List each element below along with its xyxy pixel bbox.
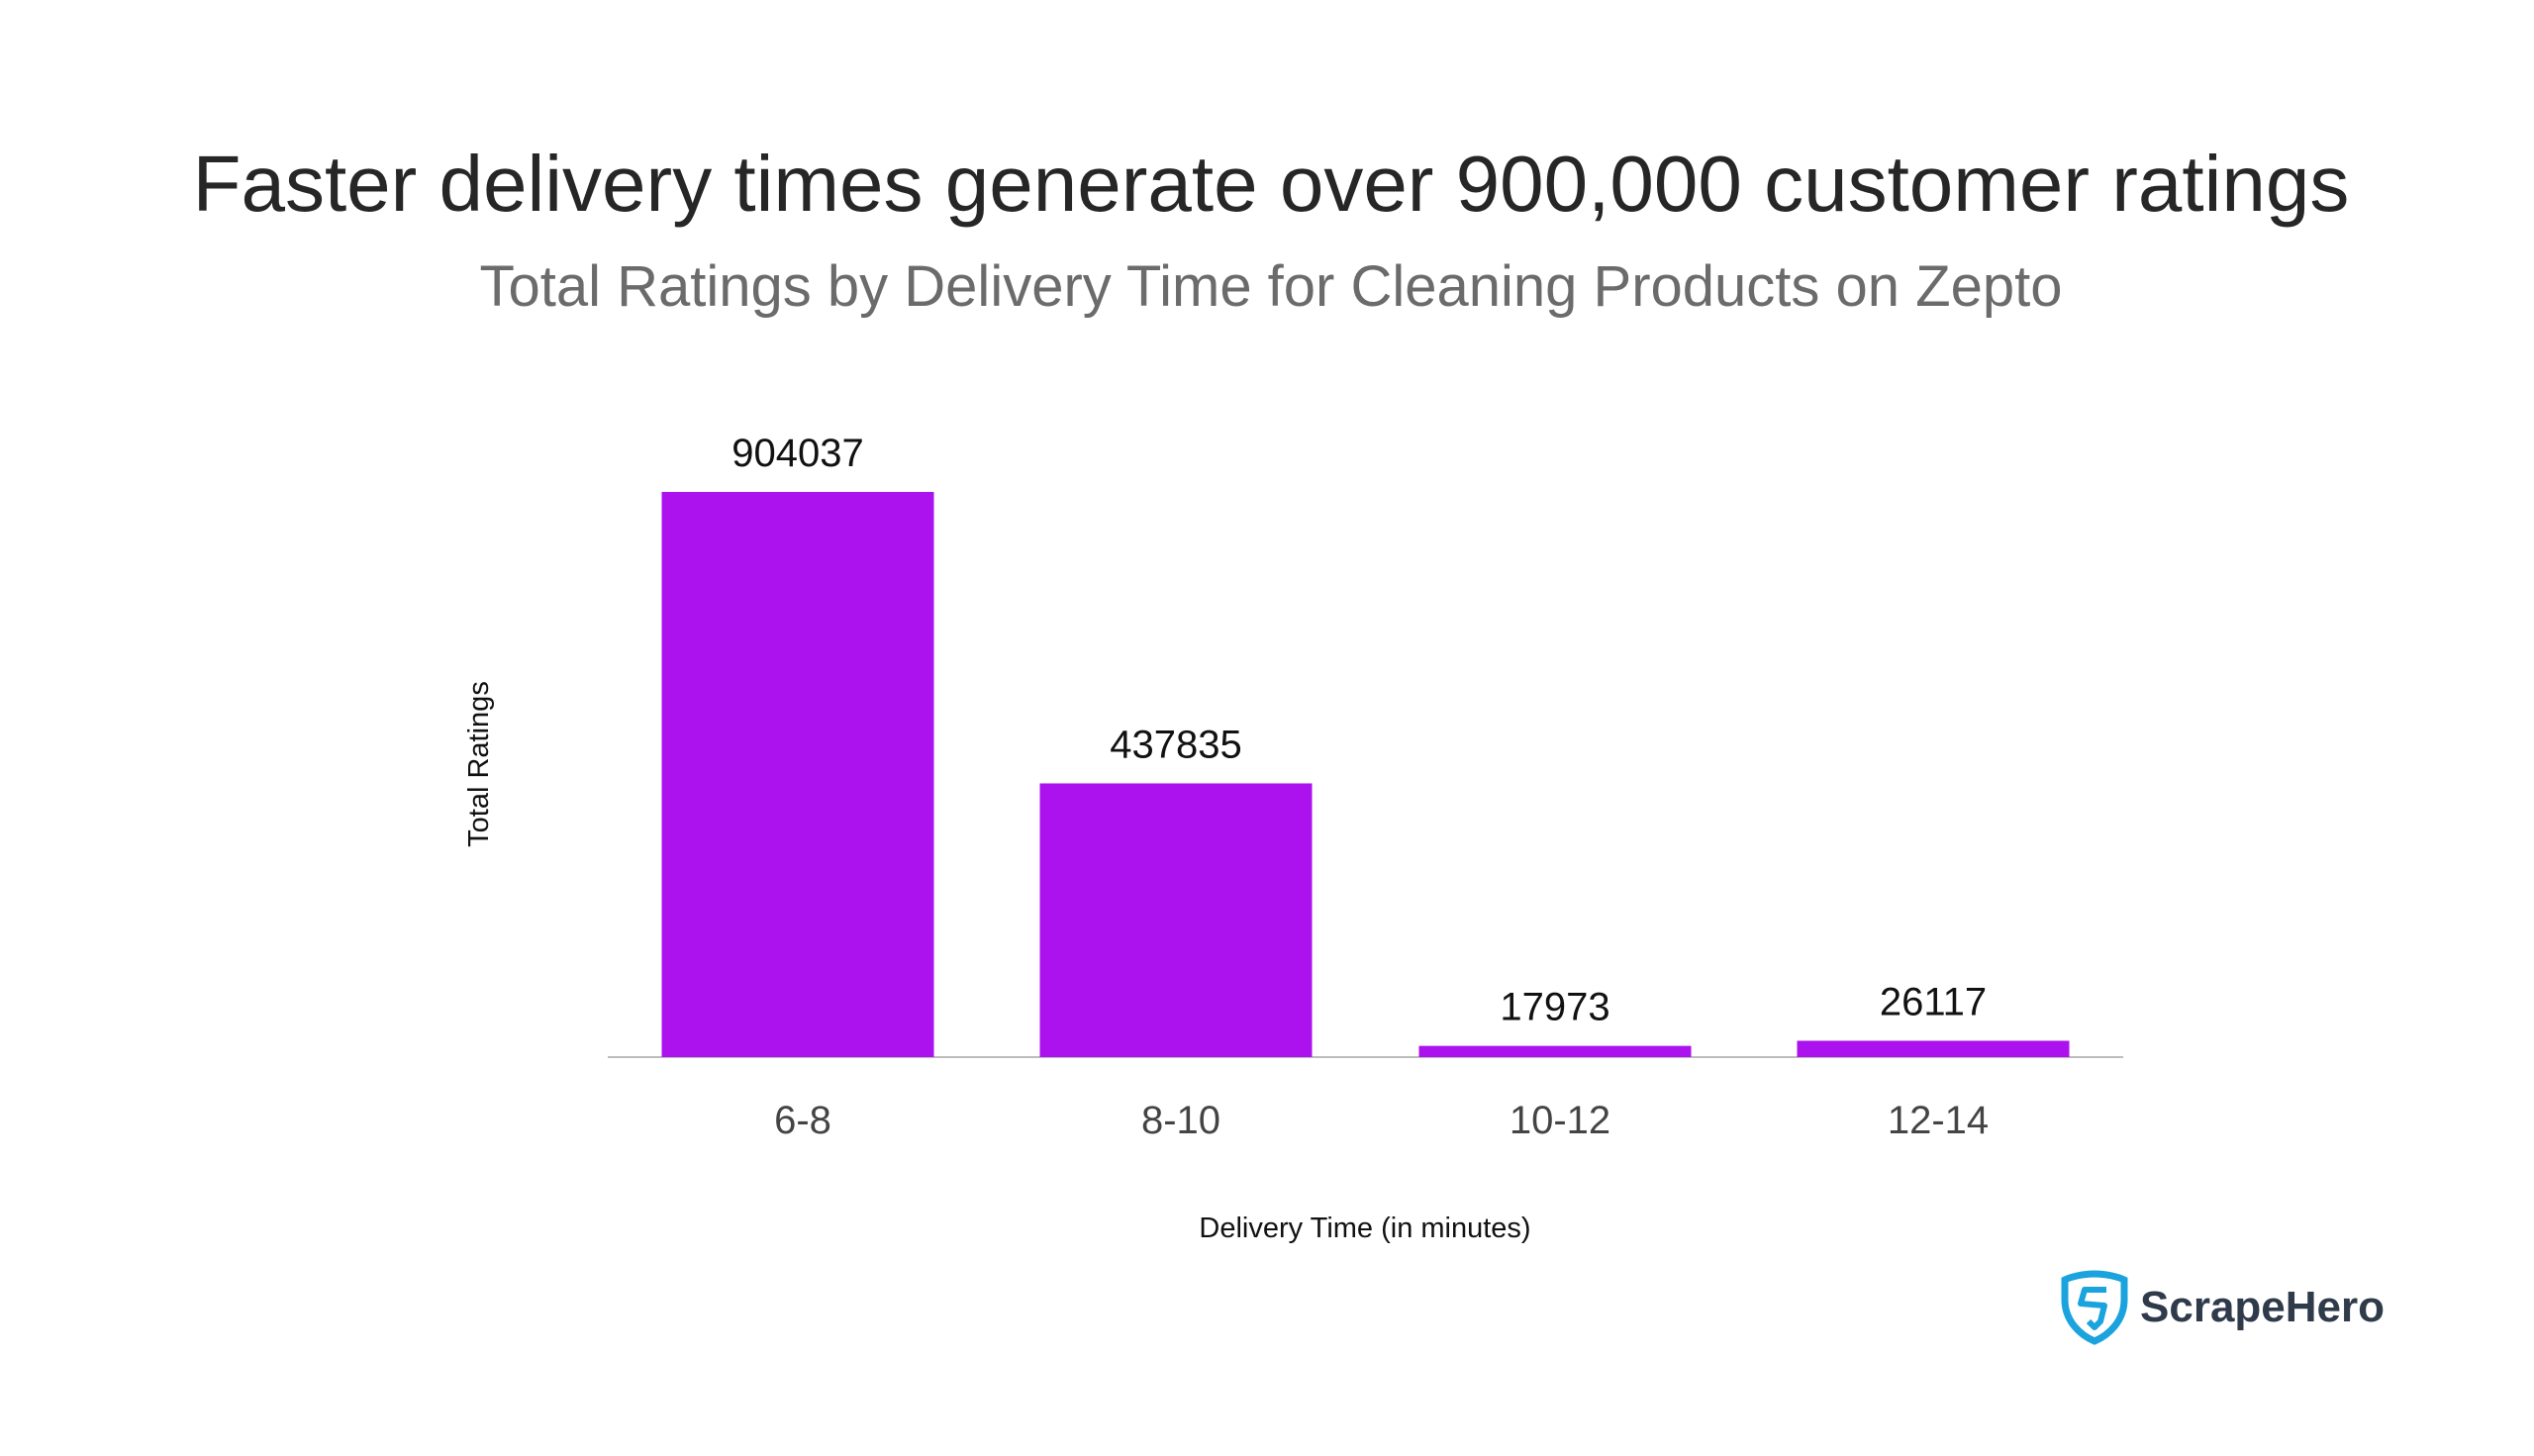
data-label: 17973 — [1500, 986, 1609, 1029]
x-tick-label: 10-12 — [1510, 1099, 1610, 1142]
bar-6-8 — [661, 492, 934, 1057]
shield-s-icon — [2061, 1270, 2128, 1345]
data-label: 26117 — [1880, 981, 1987, 1024]
x-axis-label: Delivery Time (in minutes) — [1199, 1213, 1530, 1244]
chart-subtitle: Total Ratings by Delivery Time for Clean… — [479, 254, 2063, 319]
data-label: 437835 — [1110, 723, 1241, 766]
scrapehero-logo: ScrapeHero — [2061, 1270, 2385, 1345]
x-tick-label: 8-10 — [1141, 1099, 1220, 1142]
x-tick-label: 6-8 — [774, 1099, 831, 1142]
data-label: 904037 — [731, 432, 863, 475]
bar-8-10 — [1039, 783, 1313, 1057]
chart-title: Faster delivery times generate over 900,… — [192, 140, 2350, 228]
y-axis-label: Total Ratings — [463, 681, 495, 847]
bar-10-12 — [1418, 1045, 1692, 1057]
bar-12-14 — [1797, 1040, 2070, 1057]
brand-name: ScrapeHero — [2140, 1283, 2386, 1331]
x-tick-label: 12-14 — [1888, 1099, 1989, 1142]
